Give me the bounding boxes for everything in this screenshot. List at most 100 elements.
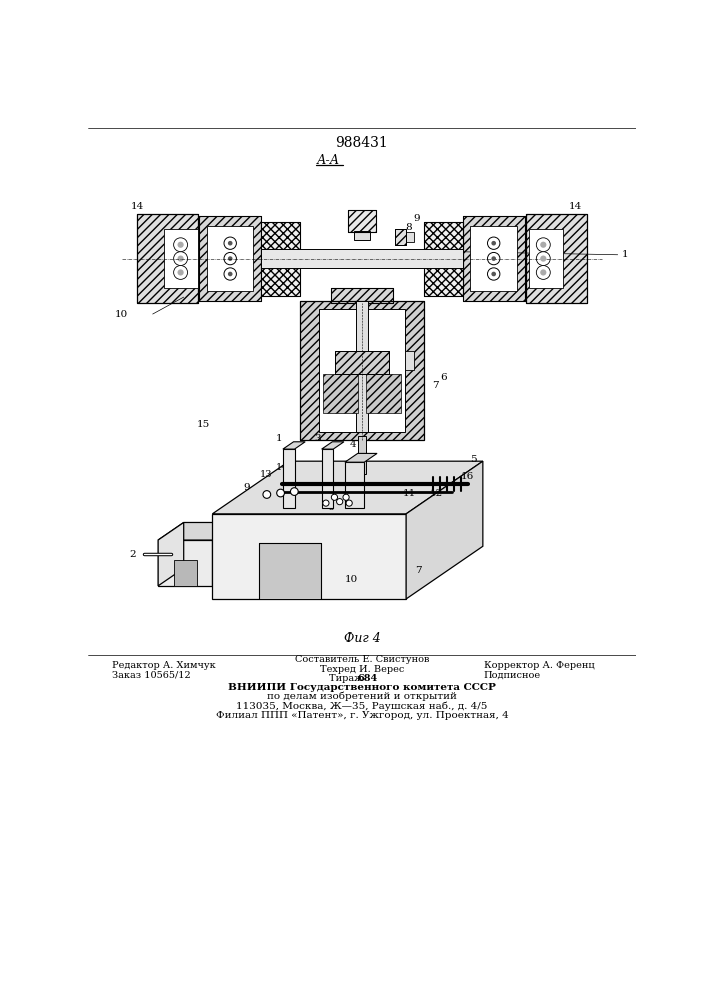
Bar bbox=[137, 214, 198, 303]
Polygon shape bbox=[158, 522, 184, 586]
Bar bbox=[331, 288, 393, 303]
Text: Тираж: Тираж bbox=[329, 674, 366, 683]
Polygon shape bbox=[345, 453, 377, 462]
Bar bbox=[300, 301, 424, 440]
Text: 113035, Москва, Ж—35, Раушская наб., д. 4/5: 113035, Москва, Ж—35, Раушская наб., д. … bbox=[236, 701, 488, 711]
Text: 8: 8 bbox=[405, 223, 411, 232]
Bar bbox=[207, 226, 253, 291]
Text: 8: 8 bbox=[344, 497, 351, 506]
Polygon shape bbox=[322, 442, 344, 449]
Circle shape bbox=[177, 242, 184, 248]
Bar bbox=[526, 214, 587, 303]
Bar bbox=[300, 301, 424, 440]
Polygon shape bbox=[212, 461, 483, 514]
Circle shape bbox=[488, 252, 500, 265]
Text: 3: 3 bbox=[315, 434, 321, 443]
Text: 9: 9 bbox=[413, 214, 419, 223]
Text: 14: 14 bbox=[276, 463, 288, 472]
Circle shape bbox=[337, 499, 343, 505]
Text: 5: 5 bbox=[470, 455, 477, 464]
Text: А-А: А-А bbox=[317, 154, 340, 167]
Text: 12: 12 bbox=[430, 489, 443, 498]
Text: по делам изобретений и открытий: по делам изобретений и открытий bbox=[267, 692, 457, 701]
Polygon shape bbox=[406, 461, 483, 599]
Bar bbox=[424, 222, 462, 296]
Text: Составитель Е. Свистунов: Составитель Е. Свистунов bbox=[295, 655, 429, 664]
Polygon shape bbox=[322, 449, 333, 508]
Bar bbox=[526, 214, 587, 303]
Circle shape bbox=[537, 238, 550, 252]
Text: 7: 7 bbox=[415, 566, 422, 575]
Bar bbox=[348, 210, 376, 232]
Circle shape bbox=[224, 237, 236, 249]
Circle shape bbox=[488, 268, 500, 280]
Bar bbox=[348, 210, 376, 232]
Bar bbox=[199, 216, 261, 301]
Circle shape bbox=[174, 266, 187, 279]
Polygon shape bbox=[259, 543, 321, 599]
Text: 684: 684 bbox=[357, 674, 378, 683]
Bar bbox=[164, 229, 199, 288]
Bar bbox=[320, 309, 404, 432]
Text: ВНИИПИ Государственного комитета СССР: ВНИИПИ Государственного комитета СССР bbox=[228, 683, 496, 692]
Circle shape bbox=[323, 500, 329, 506]
Bar bbox=[323, 374, 358, 413]
Circle shape bbox=[537, 252, 550, 266]
Polygon shape bbox=[212, 514, 406, 599]
Text: Редактор А. Химчук: Редактор А. Химчук bbox=[112, 661, 216, 670]
Text: 6: 6 bbox=[327, 503, 334, 512]
Text: Техред И. Верес: Техред И. Верес bbox=[320, 665, 404, 674]
Circle shape bbox=[491, 241, 496, 246]
Text: 11: 11 bbox=[403, 489, 416, 498]
Circle shape bbox=[224, 252, 236, 265]
Circle shape bbox=[228, 256, 233, 261]
Bar bbox=[261, 222, 300, 296]
Circle shape bbox=[174, 238, 187, 252]
Circle shape bbox=[224, 268, 236, 280]
Circle shape bbox=[540, 256, 547, 262]
Circle shape bbox=[228, 272, 233, 276]
Polygon shape bbox=[283, 442, 305, 449]
Circle shape bbox=[537, 266, 550, 279]
Text: Подписное: Подписное bbox=[484, 671, 541, 680]
Text: 14: 14 bbox=[131, 202, 144, 211]
Bar bbox=[335, 351, 389, 374]
Text: 4: 4 bbox=[349, 440, 356, 449]
Polygon shape bbox=[158, 522, 238, 540]
Text: Корректор А. Ференц: Корректор А. Ференц bbox=[484, 661, 595, 670]
Polygon shape bbox=[174, 560, 197, 586]
Text: 9: 9 bbox=[243, 483, 250, 492]
Bar bbox=[395, 229, 406, 245]
Circle shape bbox=[488, 237, 500, 249]
Circle shape bbox=[263, 491, 271, 498]
Bar bbox=[261, 222, 300, 296]
Circle shape bbox=[228, 241, 233, 246]
Circle shape bbox=[291, 488, 298, 495]
Circle shape bbox=[276, 489, 284, 497]
Bar bbox=[354, 231, 370, 240]
Text: 16: 16 bbox=[461, 472, 474, 481]
Bar bbox=[462, 216, 525, 301]
Bar bbox=[424, 222, 462, 296]
Bar bbox=[358, 436, 366, 474]
Polygon shape bbox=[345, 462, 364, 508]
Circle shape bbox=[491, 272, 496, 276]
Text: 7: 7 bbox=[432, 381, 439, 390]
Polygon shape bbox=[283, 449, 295, 508]
Bar bbox=[356, 301, 368, 432]
Text: 1: 1 bbox=[622, 250, 629, 259]
Text: 10: 10 bbox=[345, 575, 358, 584]
Polygon shape bbox=[158, 540, 212, 586]
Text: 10: 10 bbox=[115, 310, 129, 319]
Circle shape bbox=[540, 242, 547, 248]
Text: Фиг 3: Фиг 3 bbox=[310, 482, 347, 495]
Circle shape bbox=[177, 256, 184, 262]
Text: 6: 6 bbox=[440, 373, 447, 382]
Circle shape bbox=[343, 494, 349, 500]
Bar bbox=[199, 216, 261, 301]
Bar bbox=[137, 214, 198, 303]
Circle shape bbox=[491, 256, 496, 261]
Text: 15: 15 bbox=[197, 420, 210, 429]
Bar bbox=[406, 232, 414, 242]
Text: 1: 1 bbox=[276, 434, 282, 443]
